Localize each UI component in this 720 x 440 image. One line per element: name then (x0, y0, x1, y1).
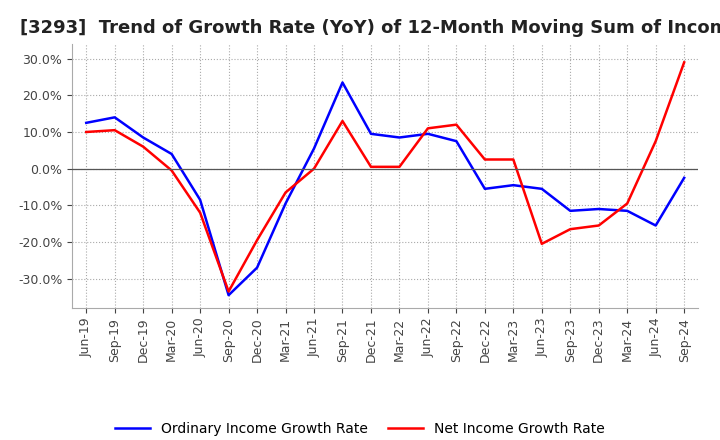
Net Income Growth Rate (253, 238, 261, 243)
Ordinary Income Growth Rate (452, 139, 461, 144)
Net Income Growth Rate (310, 166, 318, 171)
Ordinary Income Growth Rate (566, 208, 575, 213)
Net Income Growth Rate (366, 164, 375, 169)
Ordinary Income Growth Rate (253, 265, 261, 270)
Ordinary Income Growth Rate (395, 135, 404, 140)
Net Income Growth Rate (110, 128, 119, 133)
Net Income Growth Rate (423, 126, 432, 131)
Net Income Growth Rate (82, 129, 91, 135)
Ordinary Income Growth Rate (139, 135, 148, 140)
Ordinary Income Growth Rate (595, 206, 603, 212)
Net Income Growth Rate (282, 190, 290, 195)
Line: Net Income Growth Rate: Net Income Growth Rate (86, 62, 684, 292)
Net Income Growth Rate (139, 144, 148, 149)
Net Income Growth Rate (480, 157, 489, 162)
Net Income Growth Rate (595, 223, 603, 228)
Net Income Growth Rate (566, 227, 575, 232)
Net Income Growth Rate (338, 118, 347, 124)
Ordinary Income Growth Rate (509, 183, 518, 188)
Net Income Growth Rate (395, 164, 404, 169)
Net Income Growth Rate (167, 168, 176, 173)
Ordinary Income Growth Rate (366, 131, 375, 136)
Title: [3293]  Trend of Growth Rate (YoY) of 12-Month Moving Sum of Incomes: [3293] Trend of Growth Rate (YoY) of 12-… (19, 19, 720, 37)
Net Income Growth Rate (623, 201, 631, 206)
Net Income Growth Rate (225, 289, 233, 294)
Net Income Growth Rate (196, 210, 204, 215)
Net Income Growth Rate (537, 241, 546, 246)
Ordinary Income Growth Rate (310, 146, 318, 151)
Ordinary Income Growth Rate (196, 197, 204, 202)
Ordinary Income Growth Rate (423, 131, 432, 136)
Net Income Growth Rate (452, 122, 461, 127)
Ordinary Income Growth Rate (282, 201, 290, 206)
Ordinary Income Growth Rate (537, 186, 546, 191)
Ordinary Income Growth Rate (480, 186, 489, 191)
Line: Ordinary Income Growth Rate: Ordinary Income Growth Rate (86, 82, 684, 295)
Net Income Growth Rate (652, 139, 660, 144)
Ordinary Income Growth Rate (680, 175, 688, 180)
Legend: Ordinary Income Growth Rate, Net Income Growth Rate: Ordinary Income Growth Rate, Net Income … (109, 417, 611, 440)
Ordinary Income Growth Rate (338, 80, 347, 85)
Ordinary Income Growth Rate (225, 293, 233, 298)
Ordinary Income Growth Rate (652, 223, 660, 228)
Ordinary Income Growth Rate (82, 120, 91, 125)
Net Income Growth Rate (509, 157, 518, 162)
Ordinary Income Growth Rate (110, 115, 119, 120)
Net Income Growth Rate (680, 60, 688, 65)
Ordinary Income Growth Rate (167, 151, 176, 157)
Ordinary Income Growth Rate (623, 208, 631, 213)
